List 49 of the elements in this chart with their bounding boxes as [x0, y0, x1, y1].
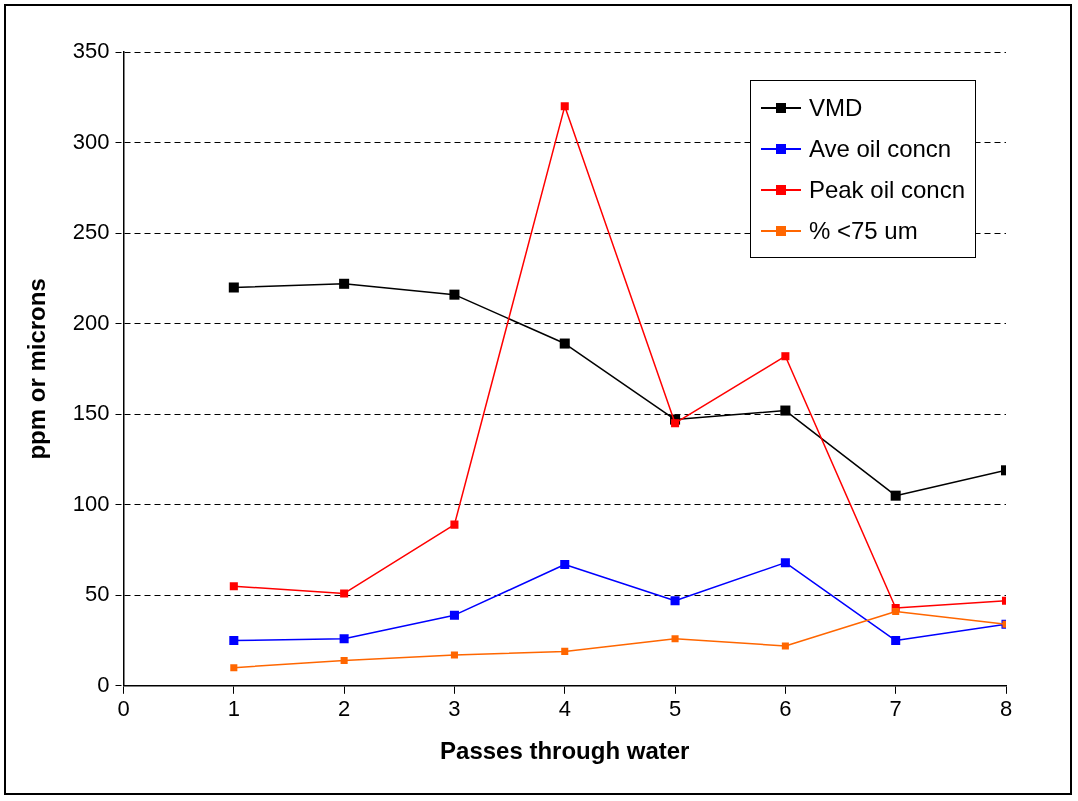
point	[891, 636, 901, 646]
point	[450, 520, 459, 529]
point	[340, 589, 349, 598]
point	[671, 419, 680, 428]
point	[780, 405, 791, 416]
point	[230, 664, 238, 672]
y-tick-label: 150	[72, 400, 110, 426]
point	[559, 338, 570, 349]
point	[560, 559, 570, 569]
point	[781, 642, 789, 650]
y-tick-label: 50	[85, 581, 110, 607]
point	[670, 596, 680, 606]
point	[339, 634, 349, 644]
point	[892, 608, 900, 616]
y-axis-title: ppm or microns	[23, 278, 51, 460]
x-axis-title: Passes through water	[440, 737, 690, 765]
x-tick-label: 1	[227, 696, 240, 722]
y-tick-label: 250	[72, 219, 110, 245]
point	[340, 656, 348, 664]
y-tick-label: 100	[72, 490, 110, 516]
point	[450, 651, 458, 659]
x-tick-label: 5	[668, 696, 682, 722]
point	[449, 610, 459, 620]
point	[890, 490, 901, 501]
y-tick-label: 0	[97, 671, 110, 697]
y-tick-label: 300	[72, 128, 110, 154]
point	[339, 278, 350, 289]
point	[780, 558, 790, 568]
x-tick-label: 3	[448, 696, 461, 722]
point	[561, 647, 569, 655]
x-tick-label: 7	[889, 696, 902, 722]
y-tick-label: 200	[72, 309, 110, 335]
point	[229, 582, 238, 591]
legend-label: VMD	[808, 93, 863, 122]
x-tick-label: 4	[558, 696, 571, 722]
y-tick-label: 350	[72, 38, 110, 64]
legend-label: Ave oil concn	[808, 134, 952, 163]
x-tick-label: 0	[117, 696, 130, 722]
legend-label: Peak oil concn	[808, 175, 965, 204]
point	[229, 636, 239, 646]
point	[671, 635, 679, 643]
point	[560, 102, 569, 111]
point	[781, 352, 790, 361]
point	[228, 282, 239, 293]
x-tick-label: 8	[999, 696, 1013, 722]
point	[449, 289, 460, 300]
x-tick-label: 2	[338, 696, 351, 722]
x-tick-label: 6	[779, 696, 792, 722]
legend-label: % <75 um	[808, 216, 918, 245]
